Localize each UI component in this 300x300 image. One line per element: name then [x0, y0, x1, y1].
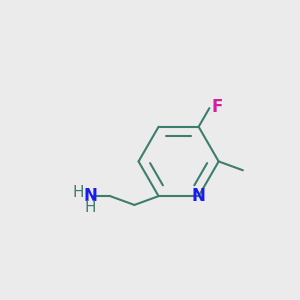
Text: H: H [72, 185, 84, 200]
Text: F: F [212, 98, 223, 116]
Text: N: N [192, 187, 206, 205]
Text: H: H [85, 200, 97, 215]
Text: N: N [84, 187, 98, 205]
